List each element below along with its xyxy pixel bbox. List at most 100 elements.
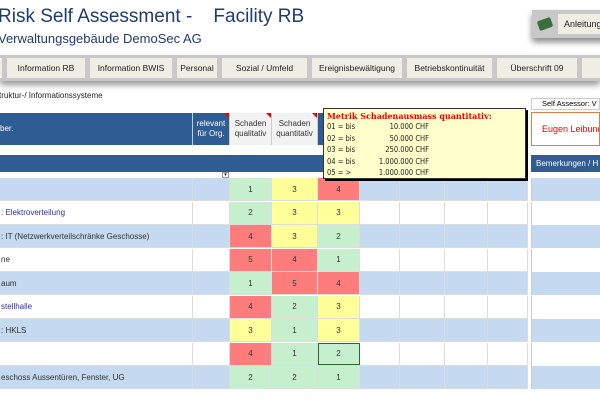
tab-personal[interactable]: Personal	[177, 58, 217, 78]
relevant-cell[interactable]	[193, 272, 230, 294]
remarks-cell[interactable]	[531, 272, 600, 295]
empty-cell[interactable]	[445, 295, 488, 318]
help-button[interactable]: Anleitung	[532, 10, 600, 38]
empty-cell[interactable]	[360, 295, 400, 318]
empty-cell[interactable]	[400, 366, 445, 388]
empty-cell[interactable]	[360, 272, 400, 294]
score-cell-quant[interactable]: 2	[272, 295, 318, 318]
score-cell-qual[interactable]: 1	[230, 272, 272, 294]
row-name[interactable]: eschoss Aussentüren, Fenster, UG	[0, 366, 193, 388]
remarks-cell[interactable]	[531, 201, 600, 225]
remarks-cell[interactable]	[531, 225, 600, 248]
empty-cell[interactable]	[360, 366, 400, 388]
remarks-cell[interactable]	[531, 295, 600, 319]
remarks-cell[interactable]	[531, 342, 600, 366]
empty-cell[interactable]	[360, 248, 400, 271]
score-cell-qual[interactable]: 3	[230, 319, 272, 341]
score-cell-c3[interactable]: 1	[318, 248, 360, 271]
relevant-cell[interactable]	[193, 342, 230, 365]
relevant-cell[interactable]	[193, 178, 230, 200]
score-cell-qual[interactable]: 5	[230, 248, 272, 271]
empty-cell[interactable]	[360, 319, 400, 341]
row-name[interactable]: stellhalle	[0, 295, 193, 318]
score-cell-qual[interactable]: 1	[230, 178, 272, 200]
score-cell-qual[interactable]: 2	[230, 201, 272, 224]
empty-cell[interactable]	[445, 201, 488, 224]
score-cell-qual[interactable]: 4	[230, 342, 272, 365]
tab-information-bwis[interactable]: Information BWIS	[90, 58, 172, 78]
relevant-cell[interactable]	[193, 366, 230, 388]
empty-cell[interactable]	[360, 225, 400, 247]
score-cell-quant[interactable]: 3	[272, 225, 318, 247]
score-cell-c3[interactable]: 4	[318, 178, 360, 200]
row-name[interactable]	[0, 178, 193, 200]
empty-cell[interactable]	[445, 178, 488, 200]
remarks-cell[interactable]	[531, 366, 600, 389]
score-cell-c3[interactable]: 3	[318, 201, 360, 224]
empty-cell[interactable]	[400, 201, 445, 224]
score-cell-quant[interactable]: 4	[272, 248, 318, 271]
score-cell-c3[interactable]: 2	[318, 225, 360, 247]
empty-cell[interactable]	[445, 319, 488, 341]
row-name[interactable]: : HKLS	[0, 319, 193, 341]
score-cell-c3[interactable]: 3	[318, 295, 360, 318]
empty-cell[interactable]	[488, 201, 528, 224]
row-name[interactable]: : IT (Netzwerkverteilschränke Geschosse)	[0, 225, 193, 247]
empty-cell[interactable]	[488, 248, 528, 271]
empty-cell[interactable]	[445, 366, 488, 388]
tab-sozial-umfeld[interactable]: Sozial / Umfeld	[222, 58, 307, 78]
empty-cell[interactable]	[400, 319, 445, 341]
filter-dropdown-icon[interactable]: ▾	[222, 172, 229, 178]
row-name[interactable]: aum	[0, 272, 193, 294]
score-cell-c3[interactable]: 4	[318, 272, 360, 294]
score-cell-c3[interactable]: 2	[318, 342, 360, 365]
relevant-cell[interactable]	[193, 248, 230, 271]
empty-cell[interactable]	[488, 319, 528, 341]
score-cell-qual[interactable]: 2	[230, 366, 272, 388]
score-cell-quant[interactable]: 1	[272, 342, 318, 365]
empty-cell[interactable]	[488, 178, 528, 200]
score-cell-quant[interactable]: 3	[272, 201, 318, 224]
empty-cell[interactable]	[488, 342, 528, 365]
empty-cell[interactable]	[488, 225, 528, 247]
remarks-cell[interactable]	[531, 178, 600, 201]
empty-cell[interactable]	[445, 272, 488, 294]
relevant-cell[interactable]	[193, 225, 230, 247]
empty-cell[interactable]	[445, 248, 488, 271]
score-cell-c3[interactable]: 1	[318, 366, 360, 388]
empty-cell[interactable]	[400, 342, 445, 365]
empty-cell[interactable]	[488, 272, 528, 294]
row-name[interactable]	[0, 342, 193, 365]
empty-cell[interactable]	[360, 178, 400, 200]
remarks-cell[interactable]	[531, 319, 600, 342]
tab-ueberschrift-09[interactable]: Überschrift 09	[497, 58, 577, 78]
empty-cell[interactable]	[400, 225, 445, 247]
row-name[interactable]: ne	[0, 248, 193, 271]
score-cell-qual[interactable]: 4	[230, 225, 272, 247]
empty-cell[interactable]	[400, 272, 445, 294]
score-cell-quant[interactable]: 5	[272, 272, 318, 294]
empty-cell[interactable]	[445, 342, 488, 365]
relevant-cell[interactable]	[193, 319, 230, 341]
score-cell-qual[interactable]: 4	[230, 295, 272, 318]
self-assessor-name[interactable]: Eugen Leibund	[531, 112, 600, 146]
remarks-cell[interactable]	[531, 248, 600, 272]
empty-cell[interactable]	[400, 248, 445, 271]
relevant-cell[interactable]	[193, 201, 230, 224]
empty-cell[interactable]	[400, 178, 445, 200]
tab-information-rb[interactable]: Information RB	[7, 58, 85, 78]
tab-betriebskontinuitaet[interactable]: Betriebskontinuität	[407, 58, 492, 78]
relevant-cell[interactable]	[193, 295, 230, 318]
score-cell-quant[interactable]: 3	[272, 178, 318, 200]
empty-cell[interactable]	[360, 342, 400, 365]
score-cell-c3[interactable]: 3	[318, 319, 360, 341]
score-cell-quant[interactable]: 1	[272, 319, 318, 341]
score-cell-quant[interactable]: 2	[272, 366, 318, 388]
empty-cell[interactable]	[360, 201, 400, 224]
empty-cell[interactable]	[488, 295, 528, 318]
empty-cell[interactable]	[445, 225, 488, 247]
empty-cell[interactable]	[400, 295, 445, 318]
row-name[interactable]: : Elektroverteilung	[0, 201, 193, 224]
empty-cell[interactable]	[488, 366, 528, 388]
tab-ereignisbewaeltigung[interactable]: Ereignisbewältigung	[312, 58, 402, 78]
